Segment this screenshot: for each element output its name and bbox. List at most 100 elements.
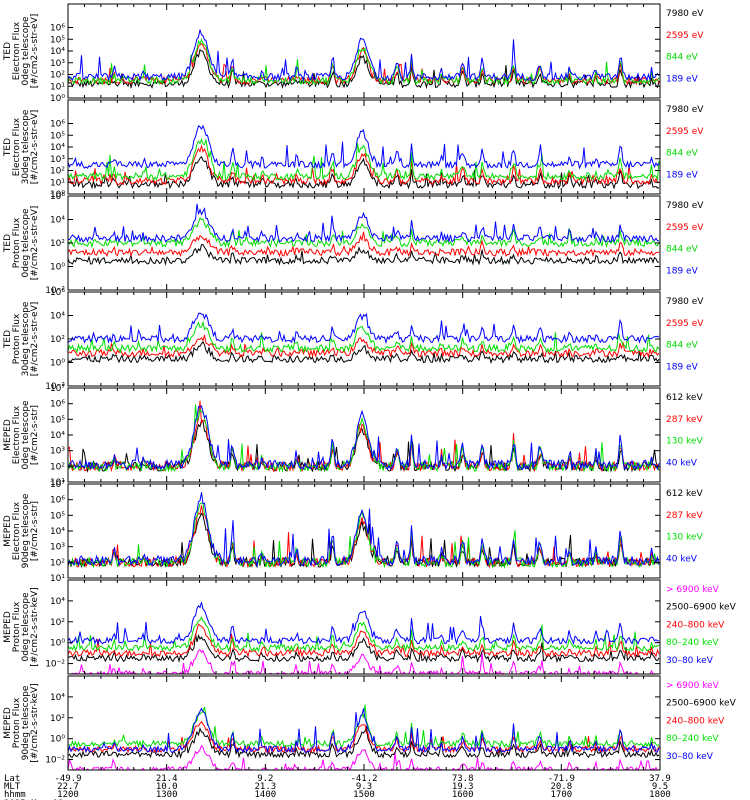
y-tick-label: 10⁻²: [45, 756, 65, 766]
mlt-tick-label: 21.3: [254, 782, 276, 792]
trace-7-3: [68, 623, 660, 659]
y-axis-label: Electron Flux: [12, 501, 22, 560]
time-tick-label: 1600: [452, 790, 474, 800]
trace-4-1: [68, 340, 660, 365]
y-tick-label: 10²: [50, 167, 65, 177]
legend-4-4: 189 eV: [666, 363, 699, 373]
lat-tick-label: 73.8: [452, 774, 474, 784]
y-tick-label: 10²: [50, 714, 65, 724]
mlt-tick-label: 22.7: [57, 782, 79, 792]
trace-6-3: [68, 502, 660, 569]
trace-3-2: [68, 231, 660, 258]
y-tick-label: 10⁵: [50, 35, 65, 45]
legend-4-1: 7980 eV: [666, 297, 704, 307]
trace-8-5: [68, 707, 660, 755]
y-tick-label: 10³: [50, 543, 65, 553]
legend-2-2: 2595 eV: [666, 127, 704, 137]
legend-3-4: 189 eV: [666, 267, 699, 277]
lat-tick-label: 37.9: [649, 774, 671, 784]
y-tick-label: 10⁶: [50, 120, 65, 130]
y-axis-label: [#/cm2-s-str-eV]: [30, 302, 40, 377]
y-axis-label: [#/cm2-s-str-eV]: [30, 206, 40, 281]
y-axis-label: Proton Flux: [12, 217, 22, 268]
panel-8-traces: [68, 704, 660, 770]
panel-5-traces: [68, 400, 660, 473]
y-axis-label: Electron Flux: [12, 21, 22, 80]
y-axis-label: [#/cm2-s-str-keV]: [30, 683, 40, 762]
trace-4-4: [68, 312, 660, 345]
y-tick-label: 10⁵: [50, 415, 65, 425]
y-tick-label: 10²: [50, 462, 65, 472]
legend-6-2: 287 keV: [666, 511, 703, 521]
y-tick-label: 10⁰: [50, 190, 65, 200]
panel-7-traces: [68, 602, 660, 674]
y-tick-label: 10⁶: [50, 400, 65, 410]
panel-6-traces: [68, 492, 660, 569]
y-tick-label: 10²: [50, 335, 65, 345]
y-tick-label: 10⁴: [50, 312, 65, 322]
y-tick-label: 10⁴: [50, 143, 65, 153]
panel-4: 10⁻² 10⁰ 10² 10⁴ 10⁶ TED Proton Flux 30deg tele…: [3, 288, 704, 392]
y-tick-label: 10⁰: [50, 639, 65, 649]
y-tick-label: 10²: [50, 558, 65, 568]
legend-2-1: 7980 eV: [666, 105, 704, 115]
panel-6: 10¹ 10² 10³ 10⁴ 10⁵ 10⁶ 10⁷ MEPED Electron Flux 9…: [3, 480, 703, 584]
trace-7-5: [68, 602, 660, 646]
trace-2-3: [68, 138, 660, 182]
legend-5-1: 612 keV: [666, 393, 703, 403]
time-tick-label: 1300: [156, 790, 178, 800]
y-axis-label: TED: [3, 42, 13, 61]
y-tick-label: 10¹: [50, 82, 65, 92]
legend-8-2: 2500–6900 keV: [666, 699, 737, 709]
trace-3-3: [68, 217, 660, 249]
y-tick-label: 10⁻²: [45, 660, 65, 670]
legend-7-4: 80–240 keV: [666, 638, 719, 648]
y-axis-label: MEPED: [3, 707, 13, 739]
panel-3-frame: [67, 195, 661, 291]
legend-6-4: 40 keV: [666, 555, 698, 565]
y-tick-label: 10⁵: [50, 511, 65, 521]
y-tick-label: 10¹: [50, 178, 65, 188]
legend-1-4: 189 eV: [666, 75, 699, 85]
y-tick-label: 10⁶: [50, 24, 65, 34]
legend-1-3: 844 eV: [666, 53, 699, 63]
panel-3-traces: [68, 203, 660, 266]
trace-5-4: [68, 405, 660, 472]
panel-5: 10¹ 10² 10³ 10⁴ 10⁵ 10⁶ 10⁷ MEPED Electron Flux 0…: [3, 384, 703, 488]
y-axis-label: 0deg telescope: [21, 592, 31, 662]
y-axis-label: 90deg telescope: [21, 493, 31, 568]
trace-6-4: [68, 492, 660, 568]
trace-1-1: [68, 48, 660, 90]
y-axis-label: TED: [3, 234, 13, 253]
time-tick-label: 1800: [649, 790, 671, 800]
y-tick-label: 10⁷: [50, 384, 65, 394]
y-tick-label: 10¹: [50, 478, 65, 488]
legend-6-1: 612 keV: [666, 489, 703, 499]
y-axis-label: [#/cm2-s-str-eV]: [30, 110, 40, 185]
trace-8-4: [68, 704, 660, 749]
legend-3-2: 2595 eV: [666, 223, 704, 233]
panel-7-frame: [67, 579, 661, 675]
time-tick-label: 1500: [353, 790, 375, 800]
y-axis-label: Proton Flux: [12, 313, 22, 364]
legend-7-5: 30–80 keV: [666, 656, 714, 666]
y-tick-label: 10²: [50, 239, 65, 249]
y-axis-label: TED: [3, 330, 13, 349]
y-axis-label: Proton Flux: [12, 601, 22, 652]
legend-8-5: 30–80 keV: [666, 752, 714, 762]
trace-2-2: [68, 144, 660, 186]
y-tick-label: 10¹: [50, 574, 65, 584]
legend-8-1: > 6900 keV: [666, 681, 720, 691]
time-tick-label: 1700: [550, 790, 572, 800]
y-axis-label: Proton Flux: [12, 697, 22, 748]
y-axis-label: MEPED: [3, 611, 13, 643]
mlt-tick-label: 9.5: [652, 782, 668, 792]
mlt-tick-label: 9.3: [356, 782, 372, 792]
lat-tick-label: 21.4: [156, 774, 178, 784]
legend-6-3: 130 keV: [666, 533, 703, 543]
trace-4-2: [68, 334, 660, 359]
row-label-hhmm: hhmm: [4, 790, 26, 800]
